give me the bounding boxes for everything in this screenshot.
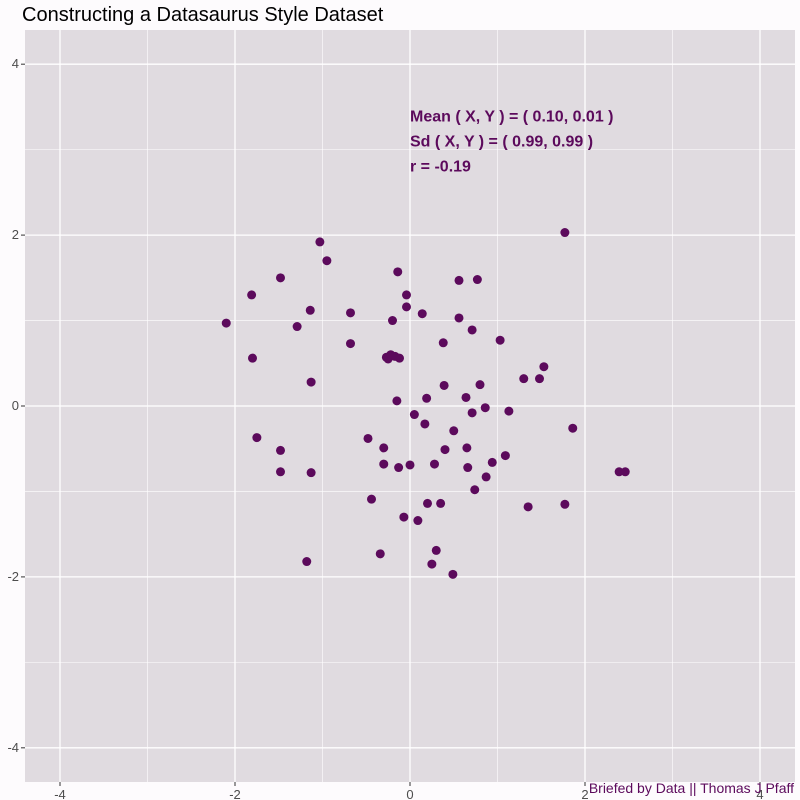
axis-ticks: -4 -2 0 2 4 -4 -2 0 2 4 (7, 56, 763, 800)
data-point (346, 308, 355, 318)
data-point (500, 451, 510, 461)
data-point (620, 467, 630, 477)
stat-annotation: r = -0.19 (410, 158, 471, 175)
data-point (276, 445, 285, 455)
data-point (463, 463, 473, 473)
data-point (367, 494, 376, 504)
data-point (539, 362, 549, 372)
chart-caption: Briefed by Data || Thomas J Pfaff (588, 780, 794, 796)
data-point (439, 380, 449, 390)
y-tick-label: 4 (12, 56, 19, 71)
data-point (346, 339, 355, 349)
data-point (568, 423, 578, 433)
data-point (560, 499, 570, 509)
data-point (379, 443, 389, 453)
data-point (405, 460, 415, 470)
data-point (436, 498, 446, 508)
data-point (363, 433, 373, 443)
data-point (375, 549, 385, 559)
data-point (395, 353, 404, 363)
data-point (467, 408, 477, 418)
x-tick-label: 4 (756, 787, 763, 800)
data-point (292, 322, 302, 332)
data-point (475, 380, 485, 390)
data-point (423, 498, 432, 508)
data-point (247, 290, 257, 300)
data-point (430, 459, 439, 469)
data-point (402, 302, 411, 312)
data-point (394, 463, 404, 473)
data-point (461, 392, 471, 402)
data-point (472, 275, 482, 285)
data-point (388, 316, 397, 326)
data-point (305, 305, 315, 315)
data-point (454, 313, 464, 323)
data-point (440, 445, 450, 455)
data-point (306, 377, 316, 387)
data-point (322, 256, 332, 266)
x-tick-label: -2 (229, 787, 241, 800)
data-point (420, 419, 430, 429)
data-point (422, 393, 432, 403)
data-point (276, 273, 285, 283)
data-point (302, 557, 312, 567)
data-point (448, 569, 458, 579)
data-point (276, 467, 285, 477)
data-point (315, 237, 325, 247)
data-point (467, 325, 477, 335)
stat-annotation: Mean ( X, Y ) = ( 0.10, 0.01 ) (410, 108, 614, 125)
data-point (481, 472, 491, 482)
data-point (431, 545, 441, 555)
x-tick-label: 2 (581, 787, 588, 800)
data-point (392, 396, 402, 406)
x-tick-label: -4 (54, 787, 66, 800)
data-point (523, 502, 533, 512)
data-point (438, 338, 448, 348)
data-point (417, 309, 427, 319)
data-point (413, 516, 423, 526)
y-tick-label: -4 (7, 740, 19, 755)
data-point (427, 559, 437, 569)
x-tick-label: 0 (406, 787, 413, 800)
data-point (470, 485, 480, 495)
data-point (248, 353, 257, 363)
data-point (221, 318, 231, 328)
data-point (519, 374, 529, 384)
data-point (402, 290, 411, 300)
chart-title: Constructing a Datasaurus Style Dataset (22, 4, 384, 26)
data-point (379, 459, 389, 469)
data-point (252, 433, 262, 443)
data-points (221, 228, 630, 579)
data-point (409, 410, 419, 420)
data-point (495, 335, 505, 345)
y-tick-label: -2 (7, 569, 19, 584)
data-point (399, 512, 409, 522)
data-point (393, 267, 403, 277)
data-point (306, 468, 316, 478)
data-point (560, 228, 570, 238)
data-point (462, 443, 472, 453)
stat-annotations: Mean ( X, Y ) = ( 0.10, 0.01 ) Sd ( X, Y … (410, 108, 614, 175)
y-tick-label: 0 (12, 398, 19, 413)
data-point (487, 457, 497, 467)
data-point (480, 403, 490, 413)
data-point (535, 374, 544, 384)
data-point (449, 426, 459, 436)
grid-lines (25, 30, 795, 782)
data-point (454, 275, 464, 285)
data-point (504, 406, 514, 416)
stat-annotation: Sd ( X, Y ) = ( 0.99, 0.99 ) (410, 133, 593, 150)
y-tick-label: 2 (12, 227, 19, 242)
